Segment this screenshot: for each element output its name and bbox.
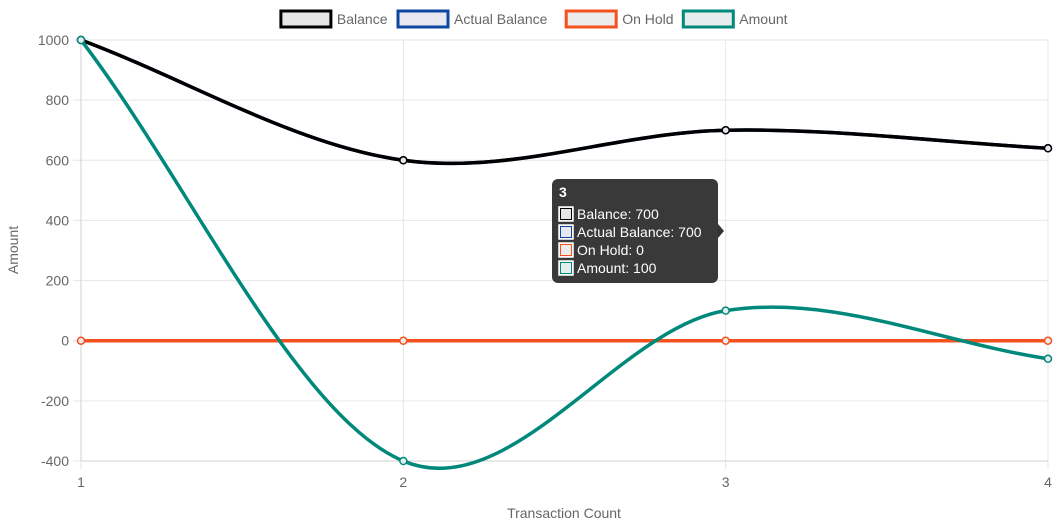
y-tick-label: 1000 [38, 32, 69, 48]
legend[interactable]: Balance Actual Balance On Hold Amount [279, 9, 788, 29]
x-tick-label: 3 [722, 474, 730, 490]
x-tick-label: 1 [77, 474, 85, 490]
legend-item-amount[interactable]: Amount [681, 9, 788, 29]
y-tick-label: -200 [41, 393, 69, 409]
x-tick-label: 2 [399, 474, 407, 490]
y-axis-title: Amount [5, 226, 21, 274]
legend-swatch [396, 9, 450, 29]
legend-label: Amount [739, 11, 787, 27]
series-line [79, 38, 1049, 470]
legend-label: On Hold [622, 11, 673, 27]
series-line [80, 38, 1049, 166]
data-point [1043, 336, 1053, 345]
data-point [721, 336, 730, 345]
y-tick-label: 400 [46, 212, 70, 228]
tooltip-swatch-inner [560, 262, 572, 274]
tooltip-line: On Hold: 0 [577, 242, 644, 258]
tooltip-line: Actual Balance: 700 [577, 224, 702, 240]
series-on-hold [76, 336, 1053, 345]
legend-item-on-hold[interactable]: On Hold [564, 9, 674, 29]
tooltip-swatch-inner [560, 208, 572, 220]
tooltip-swatch-inner [560, 226, 572, 238]
tooltip-title: 3 [559, 184, 567, 200]
data-point [76, 35, 86, 45]
legend-label: Balance [337, 11, 388, 27]
axes: 1000 800 600 400 200 0 -200 -400 1 2 3 4 [38, 32, 1052, 490]
y-tick-label: 600 [46, 152, 70, 168]
tooltip-line: Amount: 100 [577, 260, 657, 276]
data-point [399, 456, 408, 466]
tooltip-caret [718, 224, 724, 238]
y-tick-label: 0 [61, 333, 69, 349]
legend-swatch [681, 9, 735, 29]
legend-item-actual-balance[interactable]: Actual Balance [396, 9, 548, 29]
tooltip-swatch-inner [560, 244, 572, 256]
tooltip: 3 Balance: 700 Actual Balance: 700 On Hold:… [552, 179, 724, 283]
legend-item-balance[interactable]: Balance [279, 9, 388, 29]
y-tick-label: -400 [41, 453, 69, 469]
x-axis-title: Transaction Count [507, 505, 621, 521]
data-point [721, 125, 730, 135]
x-tick-label: 4 [1044, 474, 1052, 490]
series [76, 35, 1053, 470]
y-tick-label: 800 [46, 92, 70, 108]
tooltip-line: Balance: 700 [577, 206, 659, 222]
data-point [399, 156, 408, 165]
data-point [76, 336, 86, 345]
series-amount [76, 35, 1053, 470]
data-point [1043, 354, 1053, 364]
y-tick-label: 200 [46, 273, 70, 289]
legend-label: Actual Balance [454, 11, 548, 27]
data-point [399, 336, 408, 345]
data-point [721, 306, 730, 315]
legend-swatch [279, 9, 333, 29]
tooltip-box [552, 179, 718, 283]
legend-swatch [564, 9, 618, 29]
data-point [1043, 144, 1053, 153]
